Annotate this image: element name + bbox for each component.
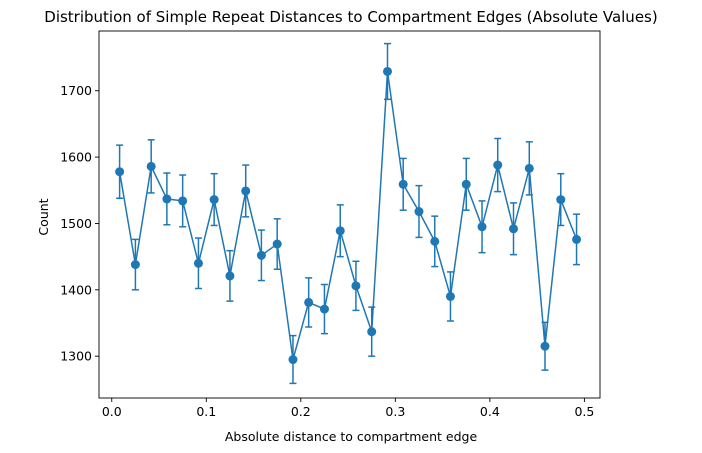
data-point (540, 341, 550, 351)
data-point (256, 250, 266, 260)
plot-area: 0.0 0.1 0.2 0.3 0.4 0.5 1300 1400 1500 1600 1700 (60, 30, 601, 419)
data-point (304, 297, 314, 307)
data-point (383, 66, 393, 76)
y-tick-label: 1500 (60, 216, 92, 231)
data-point (288, 355, 298, 365)
data-point (556, 195, 566, 205)
data-point (524, 163, 534, 173)
data-point (272, 239, 282, 249)
x-tick-label: 0.5 (574, 404, 594, 419)
data-point (367, 327, 377, 337)
data-point (493, 160, 503, 170)
data-point (162, 194, 172, 204)
series-line (118, 71, 578, 360)
y-tick-label: 1400 (60, 282, 92, 297)
data-point (225, 271, 235, 281)
y-tick-label: 1600 (60, 150, 92, 165)
data-point (430, 236, 440, 246)
data-point (414, 207, 424, 217)
data-point (130, 260, 140, 270)
data-point (319, 304, 329, 314)
data-point (335, 226, 345, 236)
y-tick-label: 1700 (60, 83, 92, 98)
data-point (241, 186, 251, 196)
x-tick-label: 0.2 (291, 404, 311, 419)
x-tick-label: 0.4 (480, 404, 500, 419)
x-tick-label: 0.0 (102, 404, 122, 419)
data-point (115, 167, 125, 177)
data-point (178, 196, 188, 206)
data-point (477, 222, 487, 232)
x-tick-label: 0.1 (196, 404, 216, 419)
data-point (398, 179, 408, 189)
data-point (445, 291, 455, 301)
data-point (146, 161, 156, 171)
data-point (209, 195, 219, 205)
data-point (193, 258, 203, 268)
y-axis-label: Count (36, 198, 51, 235)
x-axis-label: Absolute distance to compartment edge (225, 429, 478, 444)
axes-frame (98, 30, 601, 399)
chart-title: Distribution of Simple Repeat Distances … (44, 8, 657, 26)
data-point (461, 179, 471, 189)
x-tick-label: 0.3 (385, 404, 405, 419)
data-point (351, 281, 361, 291)
data-point (572, 234, 582, 244)
y-tick-label: 1300 (60, 349, 92, 364)
data-point (509, 224, 519, 234)
